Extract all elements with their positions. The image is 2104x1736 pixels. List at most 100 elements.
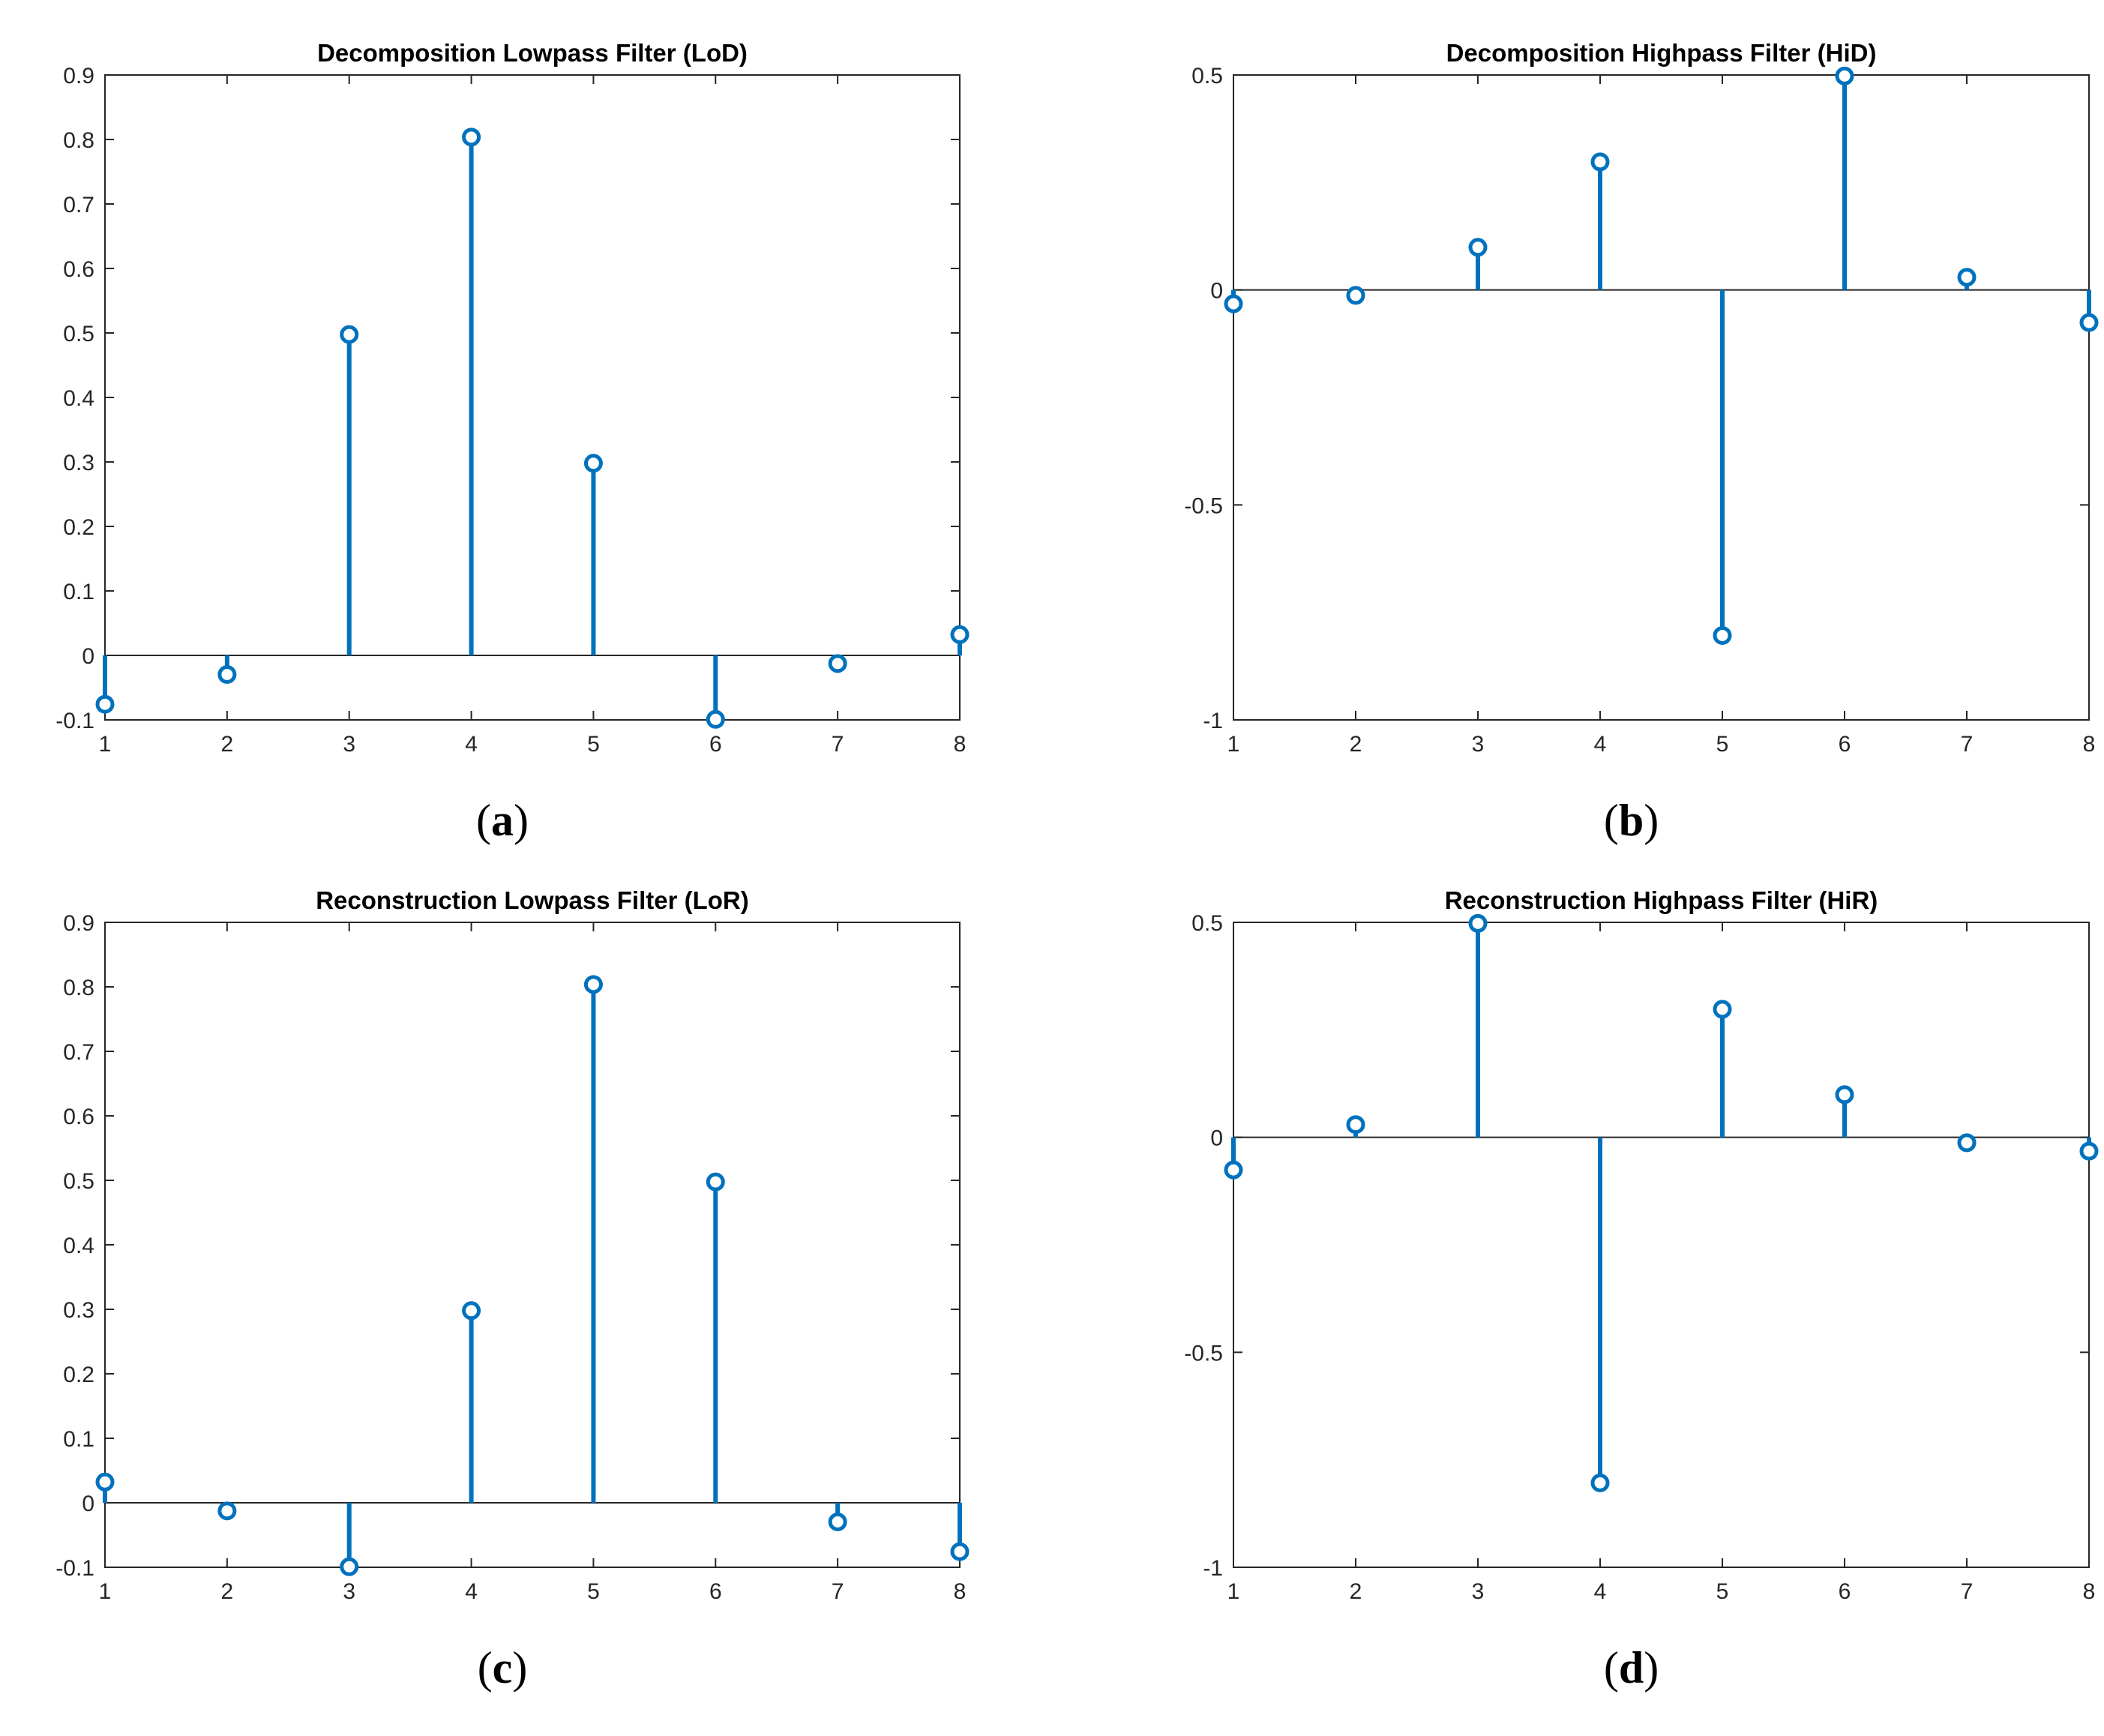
x-tick-label: 7 [1961,732,1974,757]
x-tick-label: 7 [832,732,844,757]
axes-box-c [104,922,961,1568]
stem-marker-a-7 [828,654,847,673]
y-tick-label: 0.9 [63,911,94,936]
stem-marker-d-3 [1468,913,1488,933]
stem-marker-c-4 [462,1301,481,1321]
stem-marker-c-5 [583,975,603,994]
caption-b: (b) [1603,796,1659,845]
y-tick-label: 0.5 [1191,911,1223,936]
axes-box-d [1233,922,2090,1568]
y-tick-label: 0.2 [63,515,94,540]
stem-marker-a-4 [462,127,481,147]
y-tick-label: -1 [1203,1556,1223,1581]
x-tick-label: 4 [1594,732,1607,757]
x-tick-label: 8 [2083,732,2096,757]
stem-marker-a-3 [340,325,359,344]
stem-marker-a-8 [950,625,970,644]
stem-marker-b-3 [1468,238,1488,257]
stem-marker-b-8 [2079,313,2099,332]
x-tick-label: 3 [1472,1579,1485,1604]
y-tick-label: 0 [82,1492,94,1516]
y-tick-label: 0.3 [63,451,94,475]
y-tick-label: 0.5 [63,322,94,346]
axes-box-b [1233,74,2090,721]
panel-c: Reconstruction Lowpass Filter (LoR) 1 2 3 4 5… [30,870,975,1695]
y-tick-label: 0.7 [63,1040,94,1065]
stem-marker-a-1 [95,694,115,714]
y-tick-label: 0.6 [63,257,94,282]
y-tick-label: 0.5 [1191,64,1223,88]
x-tick-label: 3 [343,1579,355,1604]
x-tick-label: 8 [954,1579,967,1604]
x-tick-label: 3 [1472,732,1485,757]
chart-title-a: Decomposition Lowpass Filter (LoD) [317,39,748,67]
chart-title-c: Reconstruction Lowpass Filter (LoR) [316,886,749,914]
x-tick-label: 5 [1716,1579,1729,1604]
stem-marker-c-8 [950,1542,970,1561]
stem-marker-b-6 [1835,66,1854,85]
stem-marker-d-4 [1590,1473,1610,1492]
x-tick-label: 7 [832,1579,844,1604]
chart-a: Decomposition Lowpass Filter (LoD) 1 2 3 4 5 6… [55,39,970,757]
x-tick-label: 4 [1594,1579,1607,1604]
stem-marker-c-3 [340,1557,359,1576]
x-tick-label: 1 [1227,1579,1240,1604]
x-tick-label: 6 [1839,1579,1851,1604]
y-tick-label: 0.1 [63,1427,94,1452]
x-tick-label: 1 [99,732,112,757]
x-tick-label: 6 [709,1579,722,1604]
y-tick-label: 0.3 [63,1298,94,1323]
stem-marker-c-6 [706,1172,725,1192]
x-tick-label: 1 [99,1579,112,1604]
y-tick-label: -1 [1203,709,1223,733]
x-tick-label: 4 [465,732,478,757]
x-tick-label: 5 [587,1579,600,1604]
x-tick-label: 5 [587,732,600,757]
y-tick-label: 0.6 [63,1105,94,1129]
stem-marker-b-1 [1224,294,1243,313]
x-tick-label: 3 [343,732,355,757]
axes-box-a [104,74,961,721]
y-tick-label: -0.1 [55,709,94,733]
stem-marker-a-6 [706,709,725,729]
panel-a: Decomposition Lowpass Filter (LoD) 1 2 3 4 5 6… [30,22,975,847]
caption-c: (c) [477,1643,528,1693]
stem-marker-b-4 [1590,152,1610,172]
stem-marker-d-7 [1957,1133,1977,1153]
y-tick-label: 0.7 [63,193,94,217]
x-tick-label: 8 [954,732,967,757]
panel-b: Decomposition Highpass Filter (HiD) 1 2 3 4 5… [1158,22,2104,847]
y-tick-label: 0.5 [63,1169,94,1194]
y-tick-label: 0.4 [63,386,94,411]
y-tick-label: 0.2 [63,1363,94,1387]
x-tick-label: 4 [465,1579,478,1604]
y-tick-label: 0.1 [63,580,94,604]
stem-marker-b-5 [1713,625,1732,645]
caption-a: (a) [476,796,529,845]
chart-d: Reconstruction Highpass Filter (HiR) 1 2 3 4… [1184,886,2099,1604]
stem-marker-d-6 [1835,1085,1854,1105]
stem-marker-b-2 [1346,286,1365,305]
stem-marker-c-2 [217,1501,237,1521]
x-tick-label: 5 [1716,732,1729,757]
stem-marker-d-2 [1346,1115,1365,1135]
y-tick-label: 0 [82,644,94,669]
y-tick-label: -0.5 [1184,493,1223,518]
x-tick-label: 2 [1350,732,1362,757]
chart-b: Decomposition Highpass Filter (HiD) 1 2 3 4 5… [1184,39,2099,757]
stem-marker-c-7 [828,1512,847,1531]
x-tick-label: 1 [1227,732,1240,757]
caption-d: (d) [1603,1643,1659,1693]
y-tick-label: 0 [1210,1126,1223,1151]
stem-marker-d-5 [1713,1000,1732,1019]
x-tick-label: 7 [1961,1579,1974,1604]
y-tick-label: -0.1 [55,1556,94,1581]
y-tick-label: 0.9 [63,64,94,88]
y-tick-label: -0.5 [1184,1341,1223,1366]
y-tick-label: 0.8 [63,976,94,1000]
stem-marker-a-2 [217,664,237,684]
x-tick-label: 2 [1350,1579,1362,1604]
panel-d: Reconstruction Highpass Filter (HiR) 1 2 3 4… [1158,870,2104,1695]
chart-c: Reconstruction Lowpass Filter (LoR) 1 2 3 4 5… [55,886,970,1604]
x-tick-label: 6 [709,732,722,757]
